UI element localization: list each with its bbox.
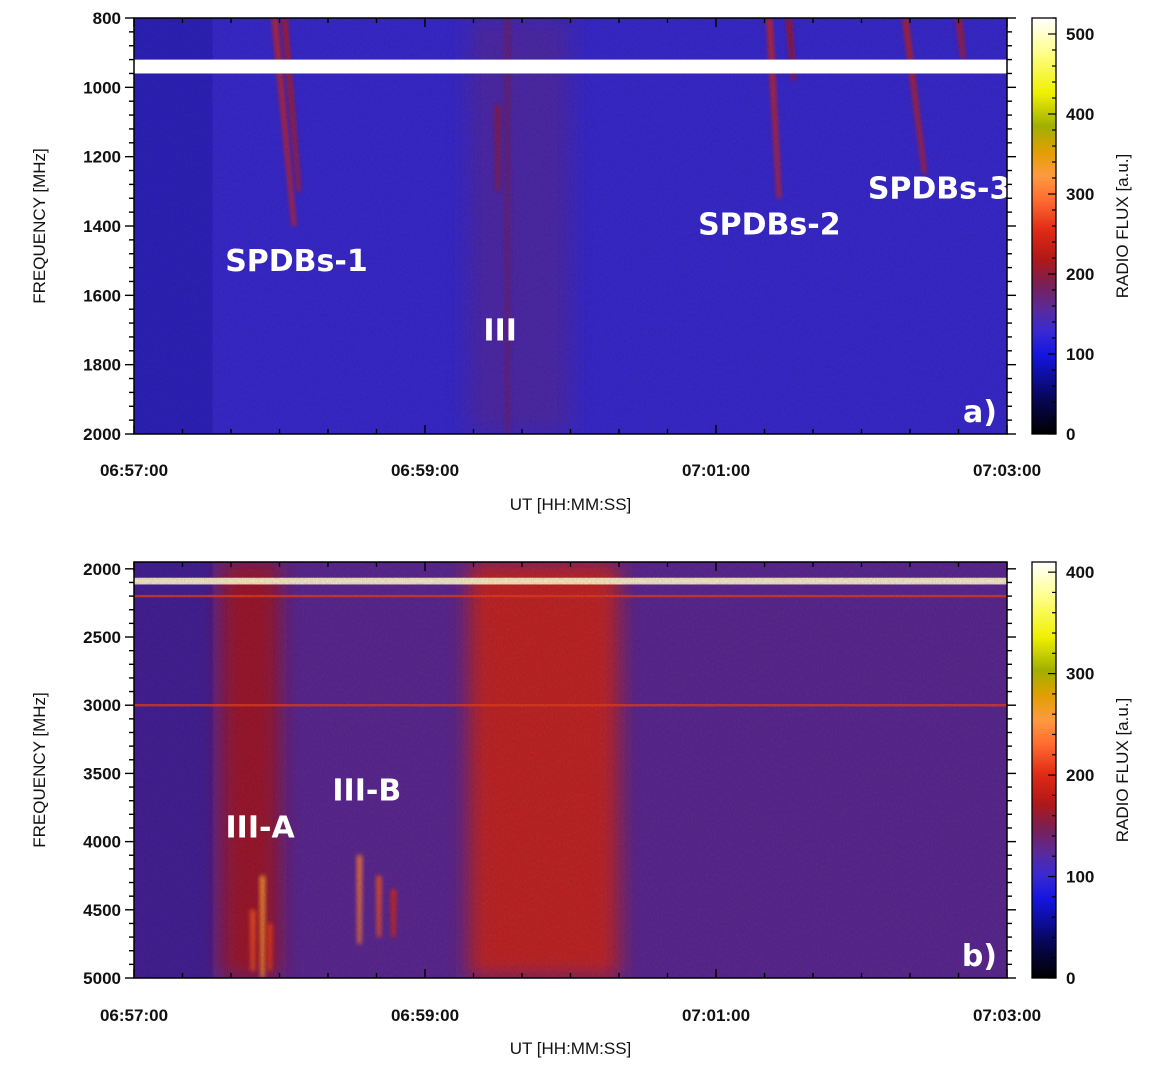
x-tick-label: 06:57:00 [100, 461, 168, 480]
panel-a: SPDBs-1 III SPDBs-2 SPDBs-3 a) 06:57:00 06:59:… [30, 9, 1132, 514]
y-tick-label: 3500 [83, 764, 121, 783]
y-tick-label: 1600 [83, 286, 121, 305]
colorbar-tick-label: 200 [1066, 265, 1094, 284]
noise-texture [134, 18, 1007, 434]
colorbar-tick-label: 100 [1066, 868, 1094, 887]
x-axis-title: UT [HH:MM:SS] [510, 1039, 632, 1058]
colorbar-tick-label: 0 [1066, 969, 1075, 988]
y-tick-label: 800 [93, 9, 121, 28]
spectrogram-image [134, 18, 1007, 434]
spectrogram-image [134, 562, 1007, 978]
burst-annotation: III [483, 313, 517, 348]
data-gap-band [134, 59, 1007, 74]
colorbar-tick-label: 400 [1066, 563, 1094, 582]
y-tick-label: 1000 [83, 78, 121, 97]
colorbar-tick-label: 200 [1066, 766, 1094, 785]
y-tick-label: 2500 [83, 628, 121, 647]
y-axis-title: FREQUENCY [MHz] [30, 692, 49, 848]
x-tick-label: 06:57:00 [100, 1006, 168, 1025]
x-tick-label: 07:03:00 [973, 1006, 1041, 1025]
colorbar-tick-label: 0 [1066, 425, 1075, 444]
colorbar-tick-label: 400 [1066, 105, 1094, 124]
colorbar-tick-label: 300 [1066, 185, 1094, 204]
colorbar [1031, 561, 1057, 979]
colorbar-title: RADIO FLUX [a.u.] [1113, 698, 1132, 843]
x-tick-label: 07:03:00 [973, 461, 1041, 480]
noise-texture [134, 562, 1007, 978]
burst-annotation: SPDBs-1 [225, 244, 368, 279]
y-axis-title: FREQUENCY [MHz] [30, 148, 49, 304]
y-tick-label: 4500 [83, 901, 121, 920]
panel-label: b) [962, 939, 997, 974]
colorbar-tick-label: 300 [1066, 665, 1094, 684]
x-tick-label: 07:01:00 [682, 461, 750, 480]
y-tick-label: 1200 [83, 148, 121, 167]
y-tick-label: 1800 [83, 356, 121, 375]
burst-annotation: SPDBs-3 [868, 171, 1011, 206]
panel-label: a) [963, 395, 997, 430]
y-tick-label: 1400 [83, 217, 121, 236]
y-tick-label: 4000 [83, 833, 121, 852]
x-tick-label: 06:59:00 [391, 1006, 459, 1025]
colorbar-tick-label: 500 [1066, 25, 1094, 44]
x-axis-title: UT [HH:MM:SS] [510, 495, 632, 514]
x-tick-label: 06:59:00 [391, 461, 459, 480]
burst-annotation: III-A [226, 811, 296, 846]
colorbar-tick-label: 100 [1066, 345, 1094, 364]
y-tick-label: 2000 [83, 425, 121, 444]
y-tick-label: 2000 [83, 560, 121, 579]
colorbar-title: RADIO FLUX [a.u.] [1113, 154, 1132, 299]
y-tick-label: 3000 [83, 696, 121, 715]
burst-annotation: SPDBs-2 [698, 208, 841, 243]
panel-b: III-A III-B b) 06:57:00 06:59:00 07:01:00 07:0… [30, 560, 1132, 1058]
burst-annotation: III-B [332, 774, 401, 809]
y-tick-label: 5000 [83, 969, 121, 988]
x-tick-label: 07:01:00 [682, 1006, 750, 1025]
